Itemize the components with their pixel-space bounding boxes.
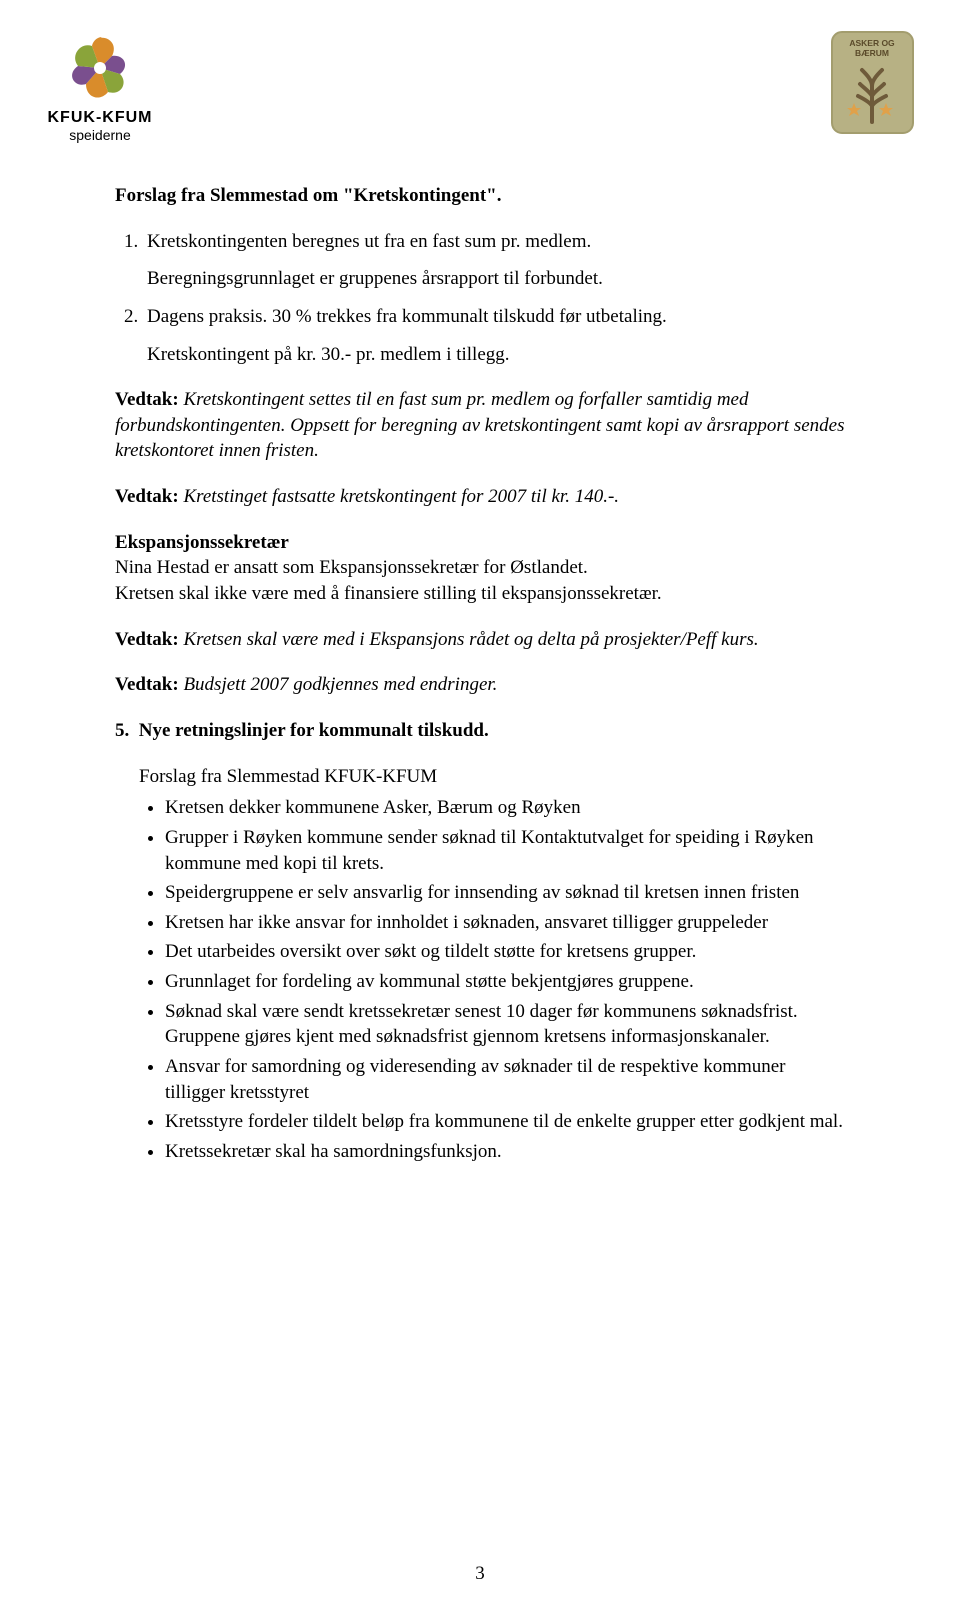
vedtak-text: Kretskontingent settes til en fast sum p… (115, 389, 844, 461)
list-item: Kretsstyre fordeler tildelt beløp fra ko… (165, 1109, 845, 1135)
header: KFUK-KFUM speiderne ASKER OG BÆRUM (25, 30, 915, 155)
list-item: Grunnlaget for fordeling av kommunal stø… (165, 969, 845, 995)
vedtak-text: Kretsen skal være med i Ekspansjons råde… (179, 629, 759, 650)
paragraph: Kretsen skal ikke være med å finansiere … (115, 581, 845, 607)
vedtak-3: Vedtak: Kretsen skal være med i Ekspansj… (115, 627, 845, 653)
list-item: Speidergruppene er selv ansvarlig for in… (165, 880, 845, 906)
vedtak-1: Vedtak: Kretskontingent settes til en fa… (115, 387, 845, 464)
list-item: Ansvar for samordning og videresending a… (165, 1054, 845, 1105)
list-item: Dagens praksis. 30 % trekkes fra kommuna… (143, 304, 845, 367)
section-number: 5. (115, 720, 129, 741)
vedtak-text: Budsjett 2007 godkjennes med endringer. (179, 674, 498, 695)
bullet-text: Kretssekretær skal ha samordningsfunksjo… (165, 1141, 502, 1162)
vedtak-label: Vedtak: (115, 674, 179, 695)
vedtak-label: Vedtak: (115, 486, 179, 507)
bullet-text: Ansvar for samordning og videresending a… (165, 1056, 786, 1103)
list-item: Grupper i Røyken kommune sender søknad t… (165, 825, 845, 876)
bullet-list: Kretsen dekker kommunene Asker, Bærum og… (139, 795, 845, 1164)
section-5-body: Forslag fra Slemmestad KFUK-KFUM Kretsen… (115, 764, 845, 1165)
section-5-heading: 5. Nye retningslinjer for kommunalt tils… (115, 718, 845, 744)
list-item-sub: Kretskontingent på kr. 30.- pr. medlem i… (147, 342, 845, 368)
list-item-text: Dagens praksis. 30 % trekkes fra kommuna… (147, 306, 667, 327)
scout-flower-icon: KFUK-KFUM speiderne (25, 30, 175, 150)
bullet-text: Speidergruppene er selv ansvarlig for in… (165, 882, 799, 903)
bullet-text: Kretsen dekker kommunene Asker, Bærum og… (165, 797, 581, 818)
document-page: KFUK-KFUM speiderne ASKER OG BÆRUM Forsl… (0, 0, 960, 1615)
vedtak-text: Kretstinget fastsatte kretskontingent fo… (179, 486, 619, 507)
badge-icon: ASKER OG BÆRUM (830, 30, 915, 135)
svg-text:BÆRUM: BÆRUM (855, 48, 889, 58)
document-body: Forslag fra Slemmestad om "Kretskontinge… (115, 183, 845, 1165)
list-item: Søknad skal være sendt kretssekretær sen… (165, 999, 845, 1050)
list-item-text: Kretskontingenten beregnes ut fra en fas… (147, 231, 591, 252)
list-item: Kretsen dekker kommunene Asker, Bærum og… (165, 795, 845, 821)
list-item: Kretsen har ikke ansvar for innholdet i … (165, 910, 845, 936)
logo-text-line2: speiderne (69, 127, 131, 143)
vedtak-label: Vedtak: (115, 389, 179, 410)
heading-forslag: Forslag fra Slemmestad om "Kretskontinge… (115, 183, 845, 209)
numbered-list-1: Kretskontingenten beregnes ut fra en fas… (115, 229, 845, 368)
logo-text-line1: KFUK-KFUM (48, 109, 153, 126)
bullet-text: Det utarbeides oversikt over søkt og til… (165, 941, 696, 962)
svg-text:ASKER OG: ASKER OG (849, 38, 895, 48)
heading-ekspansjon: Ekspansjonssekretær (115, 530, 845, 556)
list-item: Det utarbeides oversikt over søkt og til… (165, 939, 845, 965)
vedtak-2: Vedtak: Kretstinget fastsatte kretskonti… (115, 484, 845, 510)
vedtak-4: Vedtak: Budsjett 2007 godkjennes med end… (115, 672, 845, 698)
bullet-text: Kretsstyre fordeler tildelt beløp fra ko… (165, 1111, 843, 1132)
list-item: Kretskontingenten beregnes ut fra en fas… (143, 229, 845, 304)
section-5-intro: Forslag fra Slemmestad KFUK-KFUM (139, 764, 845, 790)
bullet-text: Grunnlaget for fordeling av kommunal stø… (165, 971, 694, 992)
bullet-text: Grupper i Røyken kommune sender søknad t… (165, 827, 814, 874)
bullet-text: Kretsen har ikke ansvar for innholdet i … (165, 912, 768, 933)
page-number: 3 (0, 1563, 960, 1585)
list-item: Kretssekretær skal ha samordningsfunksjo… (165, 1139, 845, 1165)
section-title: Nye retningslinjer for kommunalt tilskud… (139, 720, 489, 741)
badge-asker-baerum: ASKER OG BÆRUM (830, 30, 915, 140)
vedtak-label: Vedtak: (115, 629, 179, 650)
paragraph: Nina Hestad er ansatt som Ekspansjonssek… (115, 555, 845, 581)
logo-kfuk-kfum: KFUK-KFUM speiderne (25, 30, 175, 155)
list-item-sub: Beregningsgrunnlaget er gruppenes årsrap… (147, 266, 845, 292)
bullet-text: Søknad skal være sendt kretssekretær sen… (165, 1001, 798, 1048)
